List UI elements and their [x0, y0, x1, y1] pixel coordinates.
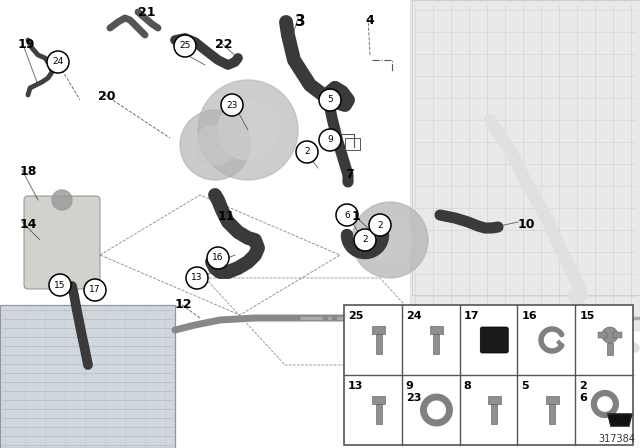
Text: 17: 17	[89, 285, 100, 294]
Text: 5: 5	[522, 381, 529, 391]
Text: 6: 6	[344, 211, 350, 220]
Text: 2: 2	[362, 236, 368, 245]
Circle shape	[368, 218, 412, 262]
Bar	[549, 404, 555, 424]
Circle shape	[336, 204, 358, 226]
Text: 4: 4	[365, 14, 374, 27]
Text: 25: 25	[179, 42, 191, 51]
Bar	[372, 326, 385, 334]
Text: 24: 24	[52, 57, 63, 66]
Text: 2: 2	[377, 220, 383, 229]
Text: 22: 22	[215, 38, 232, 51]
Text: 1: 1	[352, 210, 361, 223]
Circle shape	[374, 220, 386, 232]
Text: 23: 23	[406, 393, 421, 403]
Text: 9: 9	[327, 135, 333, 145]
Text: 9: 9	[406, 381, 413, 391]
Circle shape	[359, 234, 371, 246]
Text: 3: 3	[295, 14, 306, 29]
Bar	[376, 334, 381, 354]
Text: 14: 14	[20, 218, 38, 231]
Circle shape	[174, 35, 196, 57]
Bar	[545, 396, 559, 404]
Bar	[344, 305, 633, 445]
Circle shape	[221, 94, 243, 116]
Text: 18: 18	[20, 165, 37, 178]
Text: 317384: 317384	[598, 434, 635, 444]
Text: 15: 15	[54, 280, 66, 289]
Bar	[345, 138, 360, 150]
Text: 23: 23	[227, 100, 237, 109]
Text: 16: 16	[522, 311, 537, 321]
Bar	[0, 305, 175, 448]
Text: 10: 10	[518, 218, 536, 231]
Bar	[598, 332, 607, 338]
Bar	[488, 396, 500, 404]
Circle shape	[602, 327, 618, 343]
Circle shape	[207, 247, 229, 269]
Circle shape	[52, 190, 72, 210]
Text: 25: 25	[348, 311, 364, 321]
Circle shape	[356, 231, 374, 249]
Bar	[492, 404, 497, 424]
Text: 24: 24	[406, 311, 421, 321]
Polygon shape	[608, 414, 632, 426]
Bar	[607, 343, 613, 355]
Circle shape	[198, 80, 298, 180]
Text: 6: 6	[579, 393, 587, 403]
Bar	[412, 0, 640, 295]
Circle shape	[319, 129, 341, 151]
Bar	[372, 396, 385, 404]
Circle shape	[218, 100, 278, 160]
Circle shape	[47, 51, 69, 73]
Circle shape	[84, 279, 106, 301]
Bar	[430, 326, 443, 334]
Text: 2: 2	[579, 381, 587, 391]
Circle shape	[195, 125, 235, 165]
Bar	[433, 334, 440, 354]
Bar	[613, 332, 622, 338]
Polygon shape	[410, 0, 640, 330]
Text: 19: 19	[18, 38, 35, 51]
Text: 2: 2	[304, 147, 310, 156]
Circle shape	[186, 267, 208, 289]
Circle shape	[180, 110, 250, 180]
Text: 12: 12	[175, 298, 193, 311]
Text: 5: 5	[327, 95, 333, 104]
Circle shape	[301, 146, 313, 158]
Circle shape	[298, 143, 316, 161]
Text: 13: 13	[191, 273, 203, 283]
Text: 15: 15	[579, 311, 595, 321]
Text: 8: 8	[463, 381, 471, 391]
Circle shape	[319, 89, 341, 111]
Circle shape	[352, 202, 428, 278]
Circle shape	[369, 214, 391, 236]
Circle shape	[296, 141, 318, 163]
Text: 20: 20	[98, 90, 115, 103]
FancyBboxPatch shape	[480, 327, 508, 353]
Circle shape	[49, 274, 71, 296]
Text: 21: 21	[138, 6, 156, 19]
Text: 16: 16	[212, 254, 224, 263]
Text: 13: 13	[348, 381, 364, 391]
Text: 7: 7	[345, 168, 354, 181]
FancyBboxPatch shape	[24, 196, 100, 289]
Text: 11: 11	[218, 210, 236, 223]
Bar	[376, 404, 381, 424]
Circle shape	[371, 217, 389, 235]
Text: 17: 17	[463, 311, 479, 321]
Circle shape	[354, 229, 376, 251]
